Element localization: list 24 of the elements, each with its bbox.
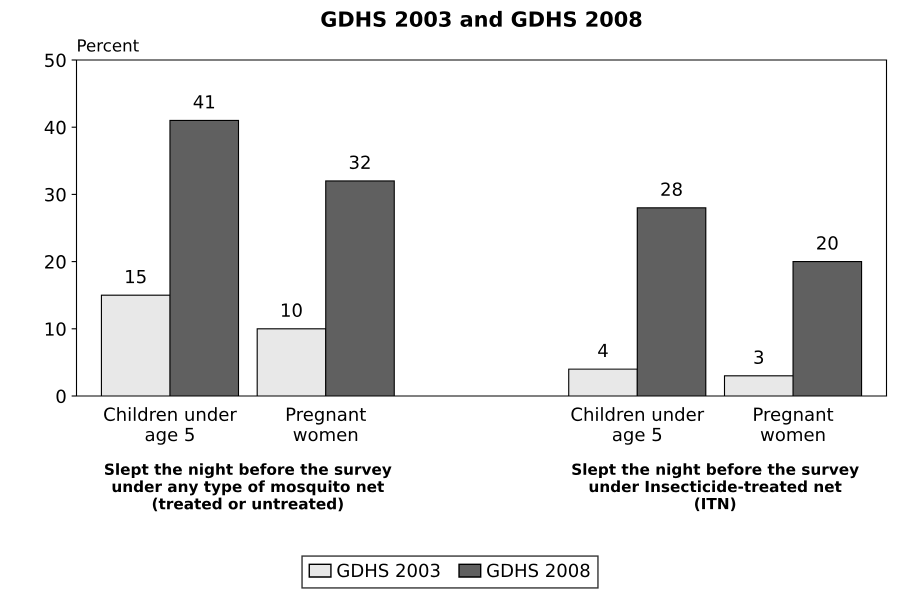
chart-title: GDHS 2003 and GDHS 2008 (321, 10, 642, 27)
data-label: 41 (194, 95, 214, 108)
y-tick-label: 40 (44, 120, 66, 134)
data-label: 10 (282, 303, 302, 317)
data-label: 4 (598, 344, 608, 358)
legend-label: GDHS 2003 (337, 564, 440, 578)
data-label: 20 (817, 236, 838, 250)
data-label: 32 (350, 155, 370, 170)
data-label: 15 (126, 270, 146, 284)
text: Slept the night before the survey under Insecticide-treated net (ITN) (572, 463, 859, 512)
x-tick-label: Pregnant women (754, 408, 834, 442)
y-tick-label: 20 (45, 255, 66, 269)
y-tick-label: 0 (56, 389, 66, 404)
y-tick-label: 30 (45, 188, 66, 202)
x-tick-label: Pregnant women (286, 408, 366, 442)
legend-label: GDHS 2008 (487, 564, 590, 578)
x-tick-label: Children under age 5 (104, 407, 237, 445)
x-tick-label: Children under age 5 (571, 407, 704, 445)
y-axis-title: Percent (78, 39, 139, 52)
text: Slept the night before the survey under any type of mosquito net (treated or untreated) (105, 463, 392, 512)
y-tick-label: 50 (45, 53, 66, 68)
data-label: 3 (754, 350, 764, 364)
y-tick-label: 10 (46, 322, 66, 336)
data-label: 28 (661, 182, 682, 196)
